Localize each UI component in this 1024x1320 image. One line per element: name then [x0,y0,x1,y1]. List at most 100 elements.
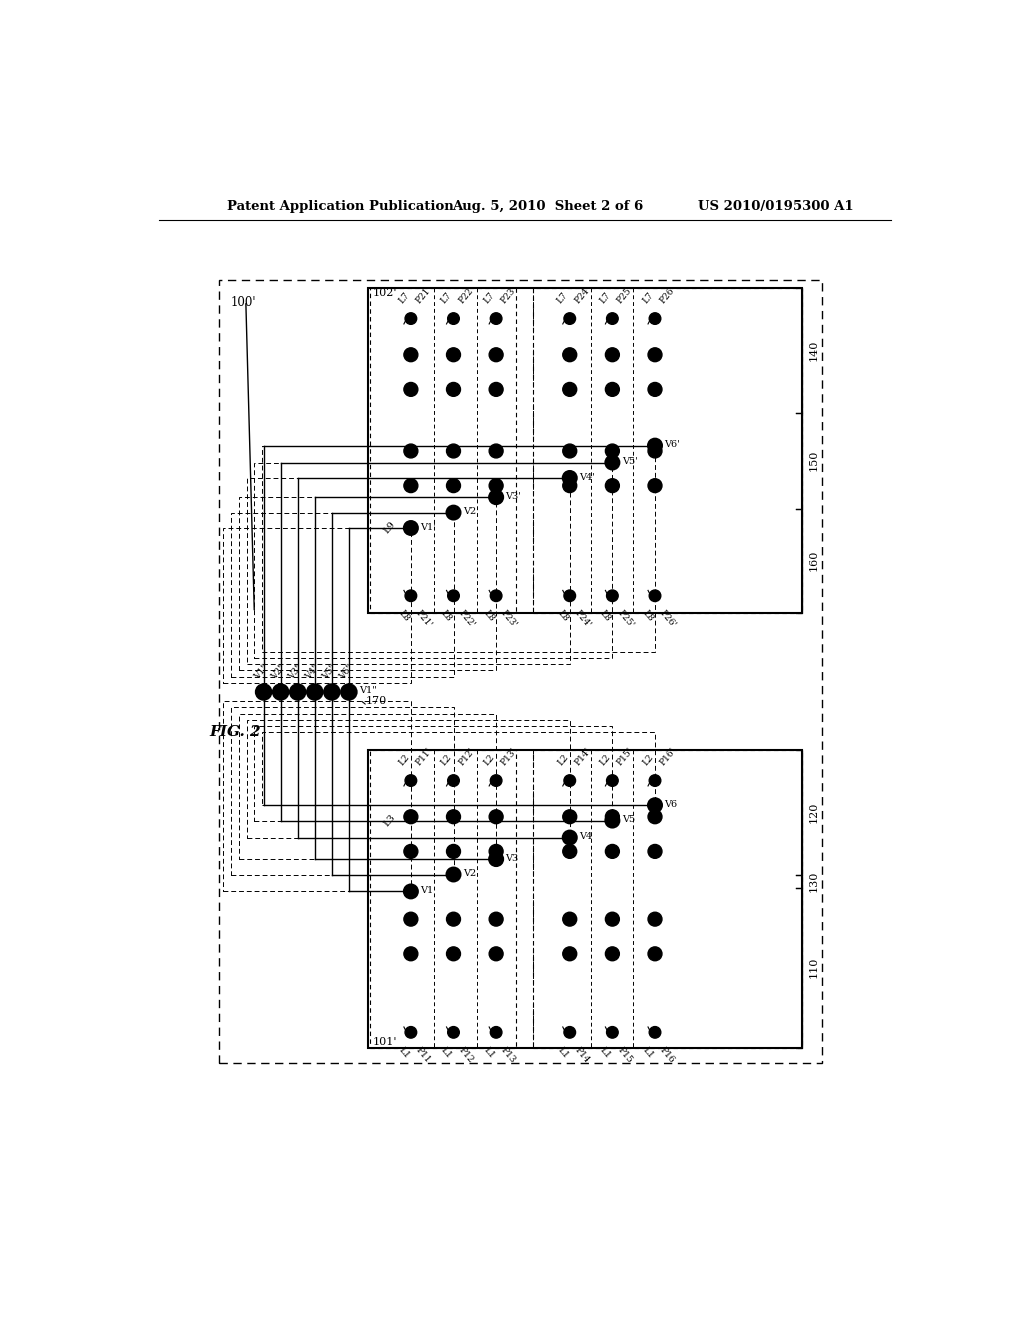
Text: L7: L7 [439,290,454,305]
Text: P21: P21 [414,286,432,305]
Circle shape [403,479,418,492]
Bar [369,288,802,612]
Text: 150: 150 [809,450,818,471]
Circle shape [447,1027,460,1038]
Text: P25: P25 [615,286,634,305]
Text: L8: L8 [439,609,454,623]
Text: L2: L2 [641,752,655,767]
Text: V4: V4 [579,833,592,841]
Text: Aug. 5, 2010  Sheet 2 of 6: Aug. 5, 2010 Sheet 2 of 6 [452,199,643,213]
Circle shape [563,444,577,458]
Text: V4': V4' [579,473,595,482]
Text: P26: P26 [658,286,676,305]
Text: V1": V1" [359,686,377,694]
Text: V6": V6" [338,663,355,681]
Circle shape [648,383,662,396]
Circle shape [648,946,662,961]
Text: L7: L7 [556,290,570,305]
Circle shape [564,313,575,325]
Circle shape [489,479,503,492]
Text: P25': P25' [615,609,635,630]
Text: P11': P11' [414,746,434,767]
Text: L8: L8 [556,609,570,623]
Bar [370,750,515,1048]
Circle shape [489,490,503,504]
Circle shape [605,444,620,458]
Text: L8: L8 [396,609,411,623]
Text: L1: L1 [641,1045,655,1060]
Circle shape [648,912,662,927]
Text: V3': V3' [506,492,521,500]
Circle shape [649,1027,660,1038]
Circle shape [564,775,575,787]
Circle shape [563,479,577,492]
Text: P24: P24 [572,286,591,305]
Circle shape [446,383,461,396]
Text: L1: L1 [396,1045,411,1060]
Circle shape [490,590,502,602]
Circle shape [648,479,662,492]
Text: V6': V6' [665,441,680,449]
Text: L1: L1 [439,1045,454,1060]
Text: 120: 120 [809,801,818,822]
Circle shape [489,845,503,858]
Bar [369,750,802,1048]
Text: L2: L2 [482,752,497,767]
Circle shape [489,853,503,866]
Bar [239,714,496,859]
Text: P13: P13 [500,1045,517,1065]
Text: P13': P13' [500,746,519,767]
Circle shape [563,946,577,961]
Circle shape [648,444,662,458]
Circle shape [403,946,418,961]
Circle shape [649,775,660,787]
Text: 102': 102' [373,288,397,298]
Circle shape [649,590,660,602]
Circle shape [447,313,460,325]
Bar [223,528,411,682]
Text: P16': P16' [658,746,678,767]
Text: L7: L7 [482,290,497,305]
Text: Patent Application Publication: Patent Application Publication [227,199,454,213]
Text: 140: 140 [809,339,818,360]
Text: 170: 170 [366,696,387,706]
Bar [254,726,612,821]
Circle shape [406,1027,417,1038]
Text: P16: P16 [658,1045,676,1065]
Circle shape [563,912,577,927]
Text: L9: L9 [382,520,397,536]
Circle shape [406,775,417,787]
Circle shape [606,313,618,325]
Circle shape [341,684,356,700]
Circle shape [446,946,461,961]
Circle shape [403,348,418,362]
Circle shape [446,845,461,858]
Circle shape [648,438,662,453]
Circle shape [403,884,418,899]
Text: P22': P22' [457,609,476,630]
Text: P24': P24' [572,609,593,630]
Circle shape [606,775,618,787]
Text: L2: L2 [598,752,612,767]
Text: P23: P23 [500,286,517,305]
Circle shape [606,1027,618,1038]
Circle shape [489,348,503,362]
Bar [219,280,821,1063]
Text: V1': V1' [420,523,436,532]
Circle shape [490,1027,502,1038]
Text: L7: L7 [396,290,411,305]
Text: P21': P21' [414,609,434,630]
Circle shape [490,313,502,325]
Circle shape [447,590,460,602]
Circle shape [563,348,577,362]
Circle shape [605,946,620,961]
Circle shape [490,775,502,787]
Circle shape [605,810,620,824]
Text: 130: 130 [809,871,818,892]
Circle shape [605,912,620,927]
Circle shape [446,912,461,927]
Text: P11: P11 [414,1045,432,1065]
Circle shape [446,479,461,492]
Text: V5: V5 [622,816,635,824]
Text: V1: V1 [420,886,433,895]
